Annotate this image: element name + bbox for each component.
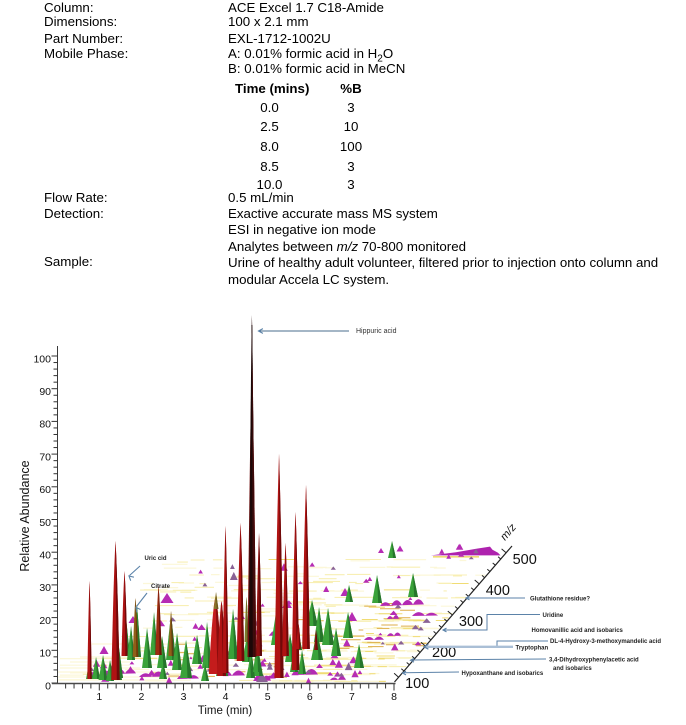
- svg-text:5: 5: [265, 691, 271, 703]
- svg-text:500: 500: [513, 552, 537, 568]
- svg-text:4: 4: [223, 691, 229, 703]
- svg-text:50: 50: [39, 517, 51, 529]
- svg-text:Homovanillic acid and isobari: Homovanillic acid and isobarics: [532, 628, 624, 634]
- svg-text:Time (min): Time (min): [198, 705, 253, 717]
- svg-text:80: 80: [39, 419, 51, 431]
- svg-text:40: 40: [39, 549, 51, 561]
- svg-text:20: 20: [39, 615, 51, 627]
- svg-text:1: 1: [96, 691, 102, 703]
- svg-text:Hippuric acid: Hippuric acid: [356, 328, 397, 335]
- svg-text:70: 70: [39, 451, 51, 463]
- svg-text:m/z: m/z: [498, 521, 519, 543]
- svg-text:Uridine: Uridine: [543, 613, 564, 619]
- svg-text:Uric cid: Uric cid: [145, 556, 167, 562]
- svg-text:100: 100: [405, 676, 429, 692]
- svg-text:300: 300: [459, 614, 483, 630]
- svg-text:90: 90: [39, 386, 51, 398]
- svg-text:200: 200: [432, 645, 456, 661]
- svg-text:3,4-Dihydroxyphenylacetic acid: 3,4-Dihydroxyphenylacetic acid: [549, 658, 639, 664]
- svg-text:DL-4-Hydroxy-3-methoxymandelic: DL-4-Hydroxy-3-methoxymandelic acid: [550, 639, 661, 645]
- svg-text:3: 3: [181, 691, 187, 703]
- svg-text:Relative Abundance: Relative Abundance: [18, 460, 32, 571]
- svg-text:0: 0: [45, 680, 51, 692]
- svg-text:Tryptophan: Tryptophan: [516, 646, 549, 652]
- svg-text:60: 60: [39, 484, 51, 496]
- svg-text:30: 30: [39, 582, 51, 594]
- svg-text:7: 7: [349, 691, 355, 703]
- svg-text:Glutathione residue?: Glutathione residue?: [530, 597, 590, 603]
- svg-text:400: 400: [486, 583, 510, 599]
- svg-text:Hypoxanthane and isobarics: Hypoxanthane and isobarics: [462, 671, 544, 677]
- svg-text:6: 6: [307, 691, 313, 703]
- svg-text:8: 8: [391, 691, 397, 703]
- svg-text:100: 100: [33, 353, 51, 365]
- svg-text:10: 10: [39, 648, 51, 660]
- svg-text:2: 2: [138, 691, 144, 703]
- svg-text:Citrate: Citrate: [151, 584, 171, 590]
- svg-text:and isobarics: and isobarics: [553, 666, 592, 672]
